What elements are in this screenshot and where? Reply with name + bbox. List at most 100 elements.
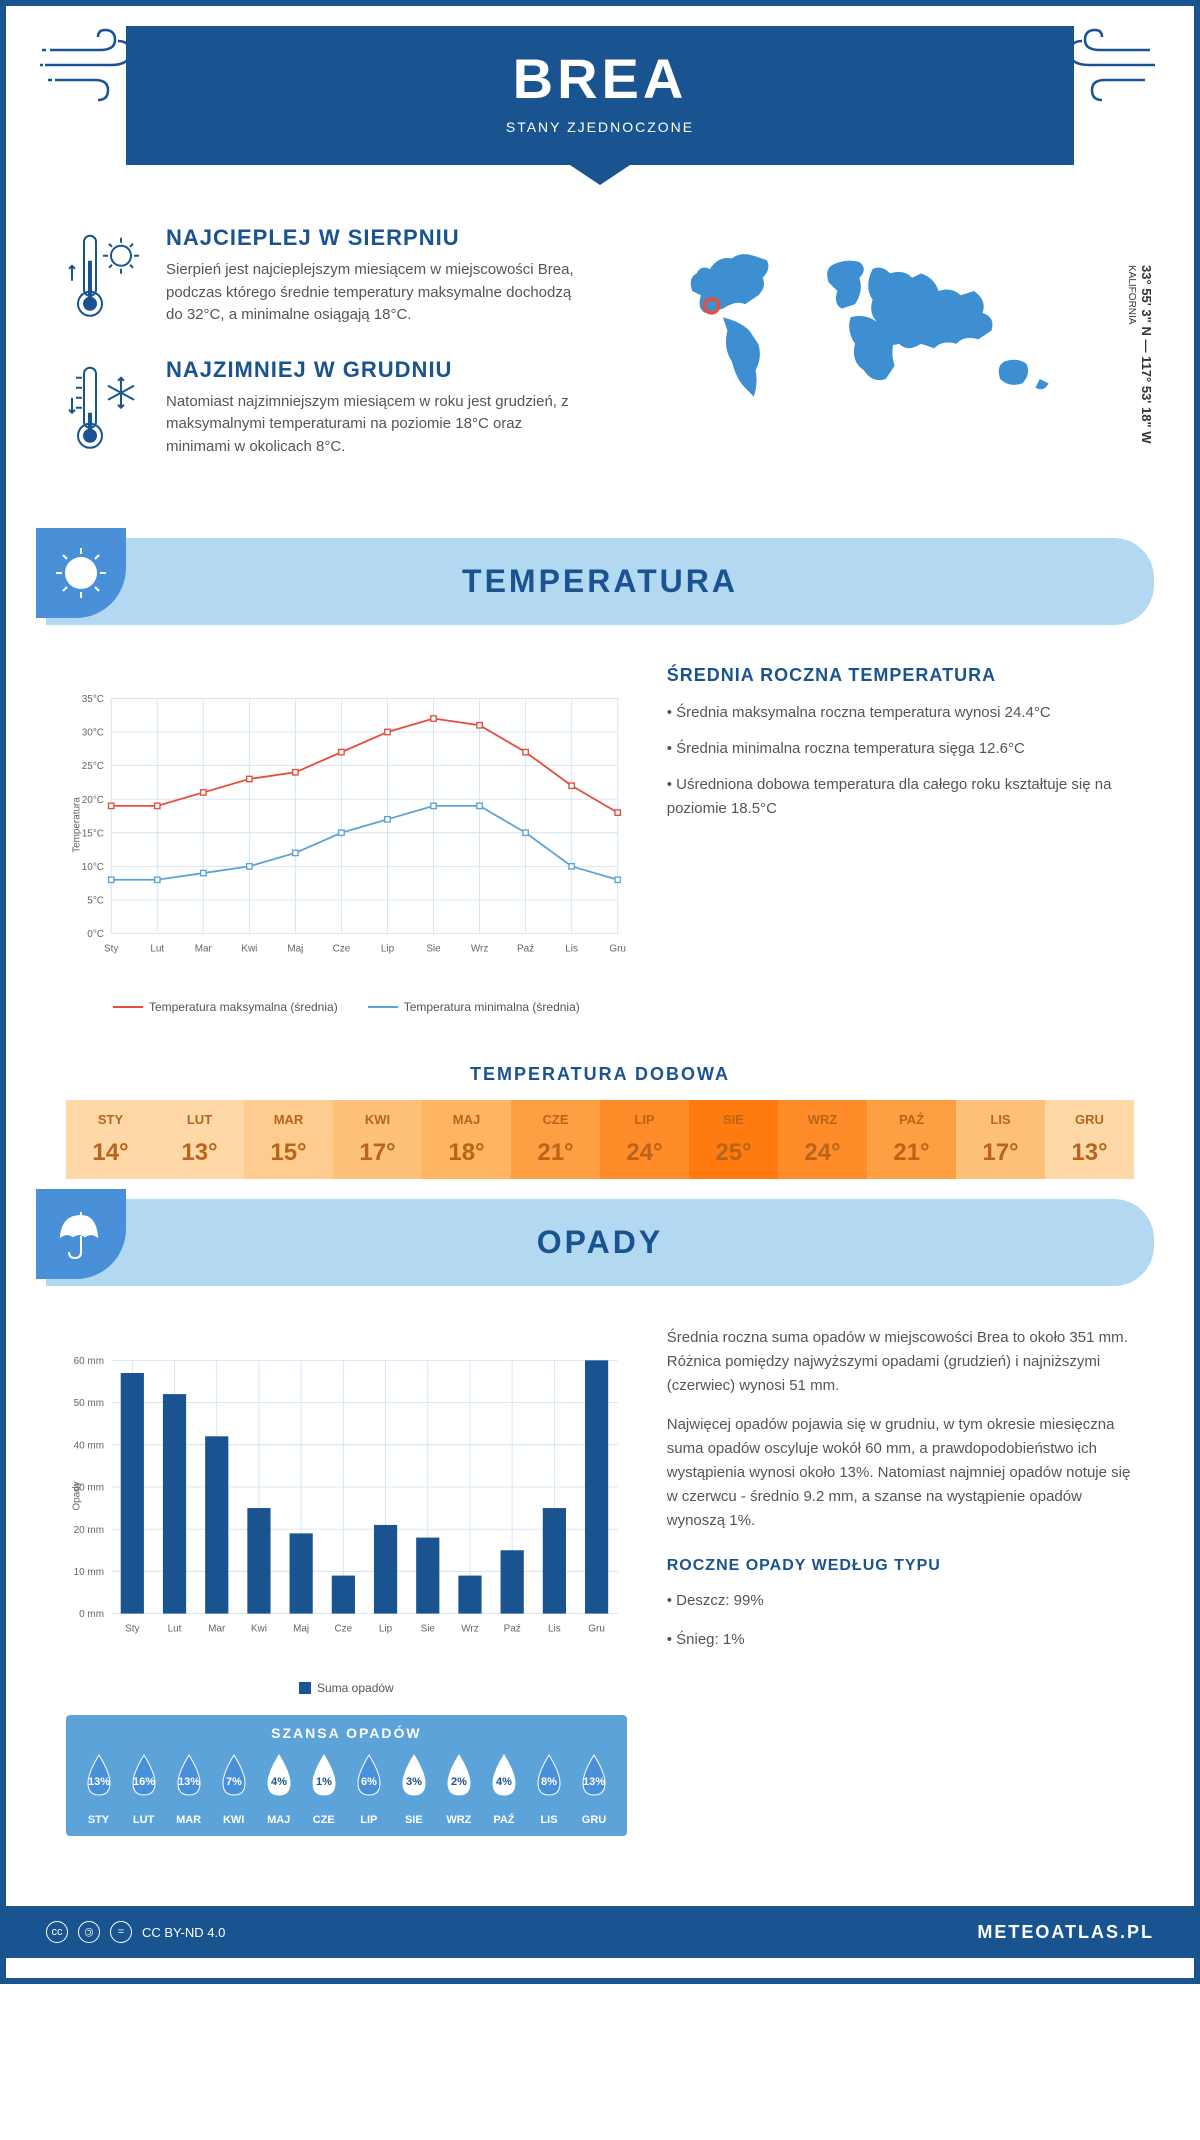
- svg-text:Cze: Cze: [335, 1624, 353, 1635]
- chance-drop: 3%SIE: [395, 1751, 433, 1826]
- chance-drop: 4%MAJ: [260, 1751, 298, 1826]
- svg-text:Lip: Lip: [379, 1624, 393, 1635]
- precip-chance-box: SZANSA OPADÓW 13%STY16%LUT13%MAR7%KWI4%M…: [66, 1715, 627, 1836]
- svg-text:0°C: 0°C: [87, 929, 104, 940]
- temp-cell: STY14°: [66, 1100, 155, 1179]
- svg-text:Sie: Sie: [426, 944, 441, 955]
- precip-type-title: ROCZNE OPADY WEDŁUG TYPU: [667, 1553, 1134, 1579]
- svg-text:Lis: Lis: [548, 1624, 561, 1635]
- svg-text:50 mm: 50 mm: [74, 1398, 104, 1409]
- svg-text:20°C: 20°C: [82, 795, 104, 806]
- svg-text:1%: 1%: [316, 1776, 332, 1788]
- svg-text:13%: 13%: [178, 1776, 200, 1788]
- svg-text:Gru: Gru: [588, 1624, 605, 1635]
- svg-text:10°C: 10°C: [82, 862, 104, 873]
- svg-text:Sty: Sty: [125, 1624, 139, 1635]
- avg-temp-p1: • Średnia maksymalna roczna temperatura …: [667, 701, 1134, 725]
- temp-cell: LIP24°: [600, 1100, 689, 1179]
- svg-text:4%: 4%: [496, 1776, 512, 1788]
- thermometer-sun-icon: [66, 225, 146, 327]
- avg-temp-p3: • Uśredniona dobowa temperatura dla całe…: [667, 773, 1134, 821]
- svg-text:2%: 2%: [451, 1776, 467, 1788]
- precip-snow: • Śnieg: 1%: [667, 1628, 1134, 1652]
- country-subtitle: STANY ZJEDNOCZONE: [126, 119, 1074, 135]
- precip-p1: Średnia roczna suma opadów w miejscowośc…: [667, 1326, 1134, 1398]
- svg-text:Lis: Lis: [565, 944, 578, 955]
- chance-drop: 16%LUT: [125, 1751, 163, 1826]
- temp-cell: KWI17°: [333, 1100, 422, 1179]
- daily-temp-table: STY14°LUT13°MAR15°KWI17°MAJ18°CZE21°LIP2…: [66, 1100, 1134, 1179]
- svg-text:Sty: Sty: [104, 944, 118, 955]
- temp-chart-legend: Temperatura maksymalna (średnia) Tempera…: [66, 1000, 627, 1014]
- svg-text:10 mm: 10 mm: [74, 1567, 104, 1578]
- chance-drop: 1%CZE: [305, 1751, 343, 1826]
- coldest-text: Natomiast najzimniejszym miesiącem w rok…: [166, 391, 580, 459]
- svg-text:Temperatura: Temperatura: [72, 797, 83, 853]
- svg-text:Paź: Paź: [504, 1624, 521, 1635]
- svg-text:Mar: Mar: [195, 944, 213, 955]
- svg-text:Wrz: Wrz: [471, 944, 489, 955]
- svg-text:40 mm: 40 mm: [74, 1440, 104, 1451]
- svg-text:Lip: Lip: [381, 944, 395, 955]
- svg-text:16%: 16%: [133, 1776, 155, 1788]
- svg-text:Opady: Opady: [72, 1481, 83, 1510]
- temp-cell: LIS17°: [956, 1100, 1045, 1179]
- svg-text:60 mm: 60 mm: [74, 1356, 104, 1367]
- thermometer-snow-icon: [66, 357, 146, 459]
- svg-text:Kwi: Kwi: [251, 1624, 267, 1635]
- coordinates: 33° 55' 3" N — 117° 53' 18" WKALIFORNIA: [1124, 265, 1154, 444]
- precip-bar-chart: 0 mm10 mm20 mm30 mm40 mm50 mm60 mmStyLut…: [66, 1326, 627, 1666]
- svg-text:Paź: Paź: [517, 944, 534, 955]
- nd-icon: =: [110, 1921, 132, 1943]
- temp-cell: MAR15°: [244, 1100, 333, 1179]
- coldest-fact: NAJZIMNIEJ W GRUDNIU Natomiast najzimnie…: [66, 357, 580, 459]
- license-text: CC BY-ND 4.0: [142, 1925, 225, 1940]
- avg-temp-p2: • Średnia minimalna roczna temperatura s…: [667, 737, 1134, 761]
- warmest-text: Sierpień jest najcieplejszym miesiącem w…: [166, 259, 580, 327]
- svg-text:30°C: 30°C: [82, 728, 104, 739]
- world-map: [620, 225, 1134, 445]
- precip-section-header: OPADY: [46, 1199, 1154, 1286]
- svg-text:Lut: Lut: [150, 944, 164, 955]
- temp-cell: LUT13°: [155, 1100, 244, 1179]
- svg-text:13%: 13%: [88, 1776, 110, 1788]
- warmest-fact: NAJCIEPLEJ W SIERPNIU Sierpień jest najc…: [66, 225, 580, 327]
- wind-icon-left: [40, 25, 140, 105]
- svg-text:Cze: Cze: [333, 944, 351, 955]
- temp-cell: PAŹ21°: [867, 1100, 956, 1179]
- precip-chart-legend: Suma opadów: [66, 1681, 627, 1695]
- avg-temp-title: ŚREDNIA ROCZNA TEMPERATURA: [667, 665, 1134, 686]
- temperature-line-chart: 0°C5°C10°C15°C20°C25°C30°C35°CStyLutMarK…: [66, 665, 627, 985]
- temp-cell: SIE25°: [689, 1100, 778, 1179]
- svg-text:6%: 6%: [361, 1776, 377, 1788]
- cc-icon: cc: [46, 1921, 68, 1943]
- chance-drop: 6%LIP: [350, 1751, 388, 1826]
- city-title: BREA: [126, 46, 1074, 111]
- svg-text:Maj: Maj: [287, 944, 303, 955]
- chance-drop: 13%GRU: [575, 1751, 613, 1826]
- chance-drop: 2%WRZ: [440, 1751, 478, 1826]
- chance-drop: 13%MAR: [170, 1751, 208, 1826]
- chance-title: SZANSA OPADÓW: [76, 1725, 617, 1741]
- svg-text:13%: 13%: [583, 1776, 605, 1788]
- svg-text:Lut: Lut: [168, 1624, 182, 1635]
- site-name: METEOATLAS.PL: [977, 1922, 1154, 1943]
- chance-drop: 13%STY: [80, 1751, 118, 1826]
- temp-cell: MAJ18°: [422, 1100, 511, 1179]
- chance-drop: 4%PAŹ: [485, 1751, 523, 1826]
- page-container: BREA STANY ZJEDNOCZONE NAJCIEPLEJ W SIER…: [0, 0, 1200, 1984]
- svg-text:35°C: 35°C: [82, 694, 104, 705]
- sun-header-icon: [36, 528, 126, 618]
- chance-drop: 7%KWI: [215, 1751, 253, 1826]
- svg-text:20 mm: 20 mm: [74, 1525, 104, 1536]
- wind-icon-right: [1060, 25, 1160, 105]
- warmest-title: NAJCIEPLEJ W SIERPNIU: [166, 225, 580, 251]
- svg-text:4%: 4%: [271, 1776, 287, 1788]
- svg-text:Maj: Maj: [293, 1624, 309, 1635]
- svg-text:7%: 7%: [226, 1776, 242, 1788]
- svg-text:Wrz: Wrz: [461, 1624, 479, 1635]
- temp-cell: CZE21°: [511, 1100, 600, 1179]
- temp-cell: WRZ24°: [778, 1100, 867, 1179]
- precip-p2: Najwięcej opadów pojawia się w grudniu, …: [667, 1413, 1134, 1533]
- chance-drop: 8%LIS: [530, 1751, 568, 1826]
